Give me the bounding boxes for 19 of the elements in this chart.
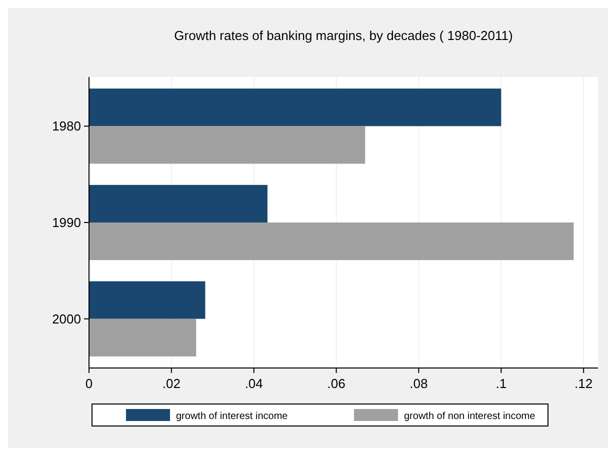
bar [89,184,268,222]
bar [89,281,206,319]
x-tick-label: .1 [496,376,507,391]
x-tick-label: .12 [574,376,593,391]
x-tick-label: .06 [327,376,346,391]
y-tick-label: 1980 [52,118,81,134]
chart-title: Growth rates of banking margins, by decades ( 1980-2011) [174,28,513,43]
y-tick-label: 2000 [52,311,81,326]
legend-label: growth of non interest income [404,411,536,422]
bar [89,126,366,164]
x-tick-label: .08 [410,376,428,391]
bar [89,88,502,126]
x-tick-label: 0 [85,376,93,391]
bar [89,318,196,356]
y-tick-label: 1990 [52,215,81,230]
x-tick-label: .02 [162,376,180,391]
bar [89,222,574,260]
legend-label: growth of interest income [176,411,288,422]
x-tick-label: .04 [244,376,263,391]
